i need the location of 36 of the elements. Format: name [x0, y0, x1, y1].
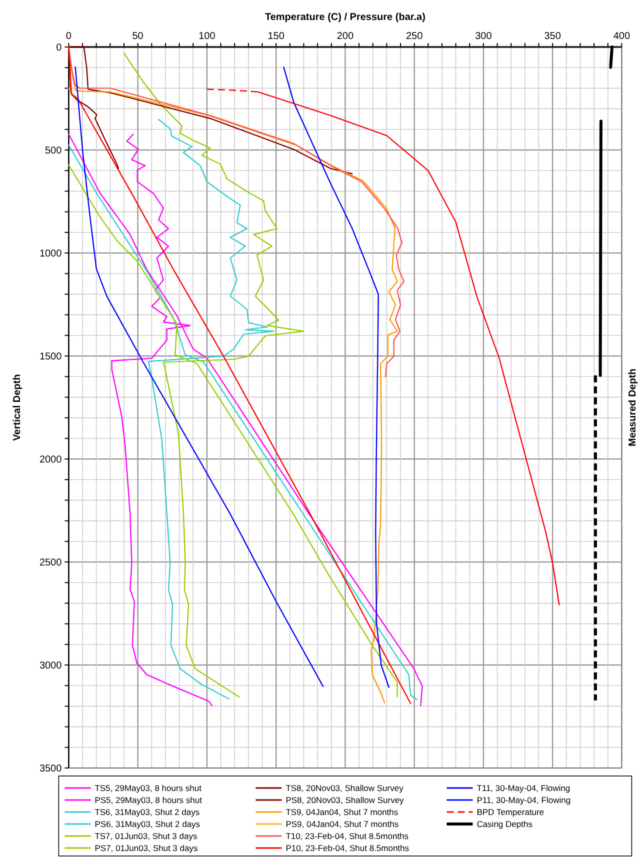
legend-label: BPD Temperature: [476, 806, 544, 817]
x-tick-label: 250: [406, 31, 424, 42]
x-tick-label: 150: [268, 31, 285, 42]
x-tick-label: 100: [198, 31, 216, 42]
x-tick-label: 50: [132, 31, 144, 42]
y-tick-label: 2500: [39, 558, 62, 568]
x-tick-label: 350: [544, 31, 562, 42]
y-tick-label: 500: [45, 146, 62, 156]
y-tick-label: 1000: [39, 248, 62, 260]
legend-label: P11, 30-May-04, Flowing: [476, 794, 571, 805]
legend-label: TS6, 31May03, Shut 2 days: [94, 806, 200, 817]
y-tick-label: 1500: [39, 352, 62, 362]
legend-label: PS9, 04Jan04, Shut 7 months: [286, 818, 399, 829]
legend-label: T11, 30-May-04, Flowing: [476, 782, 570, 793]
y2-axis-title: Measured Depth: [628, 368, 639, 446]
x-tick-label: 300: [475, 31, 492, 42]
legend-label: TS9, 04Jan04, Shut 7 months: [286, 806, 398, 817]
x-tick-label: 400: [613, 31, 630, 42]
y-axis-title: Vertical Depth: [12, 374, 23, 441]
legend-label: TS8, 20Nov03, Shallow Survey: [286, 782, 404, 793]
x-axis-title: Temperature (C) / Pressure (bar.a): [264, 12, 426, 23]
y-tick-label: 3000: [39, 660, 62, 672]
y-tick-label: 2000: [39, 454, 62, 466]
legend-label: PS6, 31May03, Shut 2 days: [94, 818, 200, 829]
legend-label: T10, 23-Feb-04, Shut 8.5months: [286, 830, 409, 841]
y-tick-label: 0: [56, 42, 62, 54]
x-tick-label: 0: [66, 31, 72, 42]
legend-label: TS5, 29May03, 8 hours shut: [94, 782, 202, 793]
legend-label: Casing Depths: [476, 818, 532, 829]
legend-label: P10, 23-Feb-04, Shut 8.5months: [286, 842, 410, 853]
y-tick-label: 3500: [39, 764, 62, 774]
legend-label: PS5, 29May03, 8 hours shut: [94, 794, 203, 805]
legend-label: PS7, 01Jun03, Shut 3 days: [94, 842, 198, 853]
x-tick-label: 200: [336, 31, 354, 42]
legend-label: PS8, 20Nov03, Shallow Survey: [286, 794, 405, 805]
legend-label: TS7, 01Jun03, Shut 3 days: [94, 830, 198, 841]
